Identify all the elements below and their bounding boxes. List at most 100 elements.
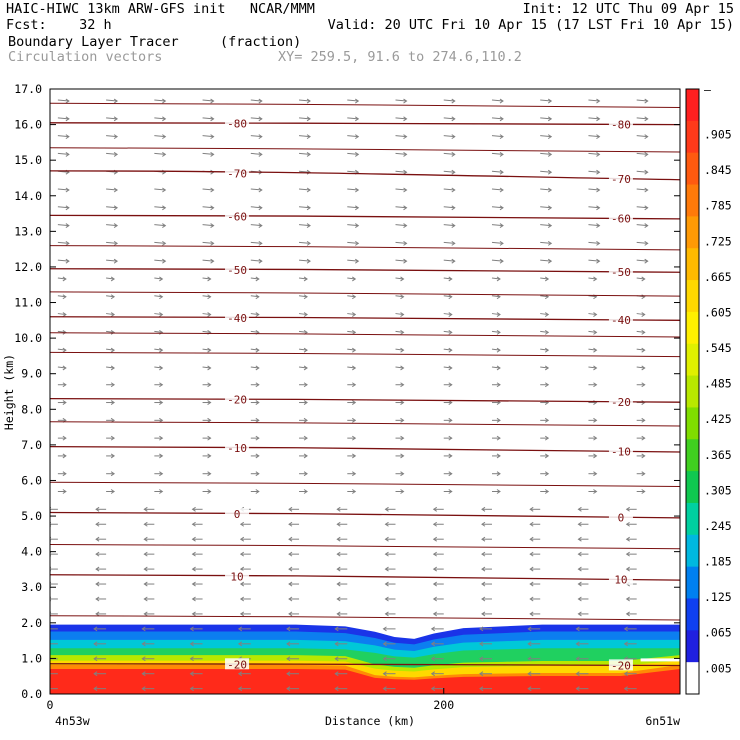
circulation-vector-head (306, 151, 311, 157)
circulation-vector-head (400, 276, 405, 282)
circulation-vector-head (62, 294, 67, 300)
circulation-vector-head (448, 365, 453, 371)
circulation-vector (106, 206, 118, 209)
circulation-vector-head (93, 671, 98, 677)
y-tick-label: 14.0 (14, 189, 42, 203)
circulation-vector (299, 117, 311, 120)
circulation-vector-head (400, 453, 405, 459)
contour-label-bg (608, 445, 633, 457)
circulation-vector-head (62, 400, 67, 405)
circulation-vector-head (210, 98, 215, 104)
circulation-vector-head (210, 187, 215, 193)
circulation-vector (491, 135, 504, 138)
circulation-vector (443, 330, 452, 333)
circulation-vector-head (110, 489, 116, 494)
field-name: Boundary Layer Tracer (8, 34, 179, 50)
circulation-vector (154, 206, 166, 209)
circulation-vector-head (255, 382, 260, 388)
circulation-vector (154, 330, 163, 333)
circulation-vector-head (255, 312, 260, 317)
circulation-vector-head (303, 453, 308, 459)
circulation-vector (636, 135, 648, 138)
circulation-vector (202, 117, 214, 120)
circulation-vector (443, 117, 455, 120)
circulation-vector (395, 99, 407, 102)
circulation-vector-head (306, 116, 311, 122)
contour-label-bg (608, 313, 633, 325)
circulation-vector-head (355, 258, 360, 264)
colorbar-label: .725 (704, 234, 732, 248)
circulation-vector (443, 313, 452, 316)
circulation-vector-head (644, 240, 649, 246)
circulation-vector (443, 241, 455, 244)
circulation-vector-head (529, 521, 534, 527)
circulation-vector-head (258, 240, 263, 246)
circulation-vector-head (432, 596, 438, 602)
circulation-vector-head (641, 365, 646, 371)
circulation-vector-head (288, 521, 293, 527)
circulation-vector-head (207, 312, 212, 317)
circulation-vector (202, 348, 211, 351)
circulation-vector (202, 188, 214, 191)
circulation-vector (202, 241, 214, 244)
circulation-vector-head (352, 347, 357, 353)
circulation-vector-head (255, 471, 260, 477)
circulation-vector (202, 152, 214, 155)
contour-line-labeled (50, 511, 680, 519)
contour-label-bg (225, 508, 250, 520)
circulation-vector (395, 313, 404, 316)
circulation-vector-head (65, 116, 70, 122)
circulation-vector-head (400, 312, 405, 317)
circulation-vector-head (481, 566, 486, 572)
colorbar-swatch (686, 280, 699, 313)
circulation-vector-head (159, 435, 164, 441)
circulation-vector-head (288, 506, 293, 512)
circulation-vector-head (448, 471, 453, 477)
circulation-vector-head (641, 382, 646, 388)
circulation-vector-head (575, 671, 580, 677)
circulation-vector (491, 366, 501, 369)
circulation-vector-head (210, 205, 215, 211)
circulation-vector (106, 348, 115, 351)
circulation-vector-head (191, 506, 196, 512)
circulation-vector-head (499, 258, 504, 264)
circulation-vector-head (303, 347, 308, 353)
circulation-vector-head (400, 294, 405, 300)
circulation-vector (57, 99, 69, 102)
circulation-vector-head (352, 400, 357, 405)
circulation-vector-head (451, 187, 456, 193)
circulation-vector-head (62, 489, 67, 494)
circulation-vector (298, 330, 308, 333)
tracer-gap (640, 658, 680, 662)
circulation-vector-head (451, 169, 456, 175)
circulation-vector (443, 348, 452, 351)
circulation-vector (636, 241, 648, 244)
circulation-vector-head (596, 240, 601, 246)
circulation-vector-head (336, 611, 341, 617)
y-tick-label: 7.0 (21, 438, 42, 452)
contour-line (50, 421, 680, 427)
circulation-vector-head (623, 671, 628, 677)
circulation-vector-head (258, 205, 263, 211)
contour-label-bg (608, 212, 633, 224)
circulation-vector (540, 348, 549, 351)
circulation-vector-head (544, 417, 550, 423)
circulation-vector-head (162, 240, 167, 246)
circulation-vector (202, 135, 214, 138)
colorbar-swatch (686, 216, 699, 249)
header-line1-left: HAIC-HIWC 13km ARW-GFS init NCAR/MMM (6, 1, 315, 17)
contour-label-bg (608, 573, 633, 585)
circulation-vector-head (159, 382, 164, 388)
circulation-vector-head (577, 521, 582, 527)
circulation-vector-head (210, 240, 215, 246)
circulation-vector-head (593, 453, 598, 459)
circulation-vector-head (499, 205, 504, 211)
y-axis-label: Height (km) (2, 354, 16, 430)
circulation-vector-head (432, 581, 438, 587)
circulation-vector-head (334, 686, 339, 692)
contour-label: -20 (227, 394, 247, 407)
circulation-vector-head (527, 641, 532, 647)
circulation-vector-head (403, 187, 408, 193)
circulation-vector-head (593, 382, 598, 388)
circulation-vector-head (110, 365, 116, 371)
